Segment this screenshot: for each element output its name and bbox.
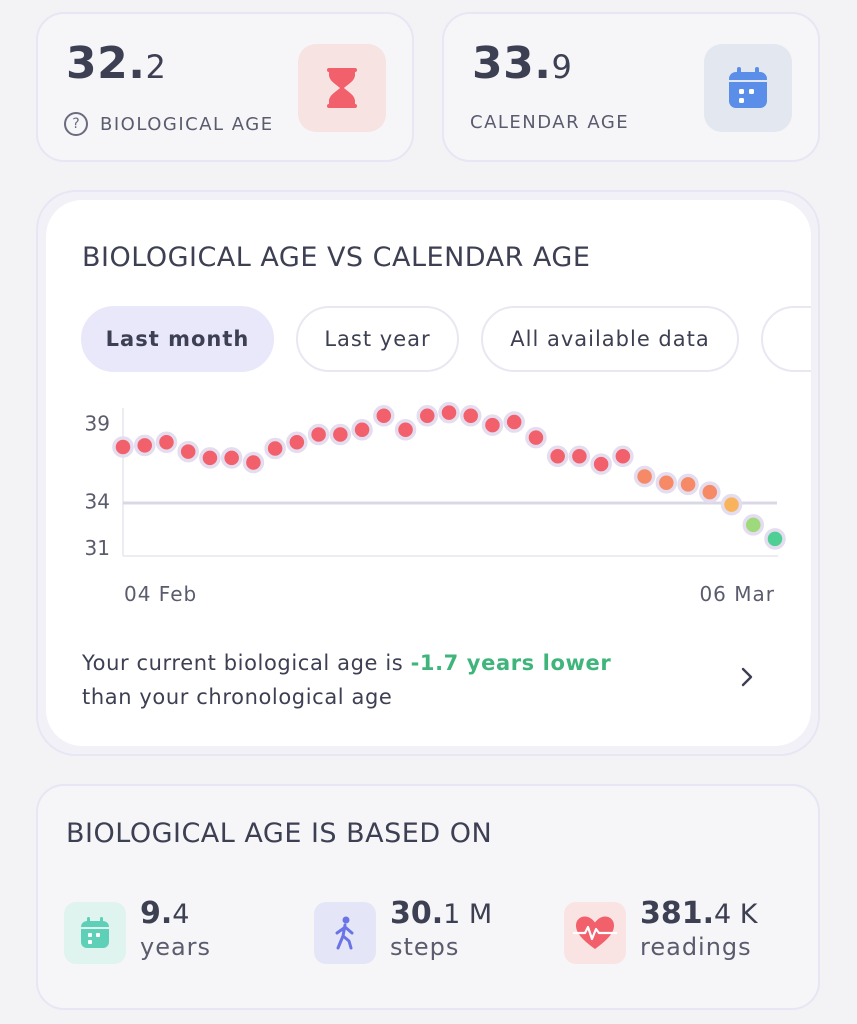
data-point-19 <box>525 426 547 449</box>
data-point-0 <box>112 436 134 458</box>
tab-last-month[interactable]: Last month <box>81 306 274 372</box>
data-point-22 <box>590 453 612 475</box>
data-point-7 <box>264 437 286 460</box>
biological-age-label: BIOLOGICAL AGE <box>100 113 274 135</box>
data-point-28 <box>720 493 743 516</box>
stat-steps: 30.1 M steps <box>314 896 492 964</box>
data-point-24 <box>633 465 656 488</box>
data-point-8 <box>286 431 308 454</box>
data-point-30 <box>764 528 786 550</box>
data-point-16 <box>459 405 482 427</box>
biological-age-value: 32.2 <box>66 38 167 89</box>
calendar-icon <box>64 902 126 964</box>
data-point-18 <box>503 411 525 433</box>
biological-age-label-row: ? BIOLOGICAL AGE <box>64 112 274 136</box>
walking-icon <box>314 902 376 964</box>
stat-years-value: 9.4 <box>140 896 190 931</box>
summary-highlight: -1.7 years lower <box>410 651 612 675</box>
stat-steps-label: steps <box>390 933 460 961</box>
data-point-10 <box>329 423 352 446</box>
stat-readings: 381.4 K readings <box>564 896 758 964</box>
hourglass-icon <box>298 44 386 132</box>
data-point-25 <box>655 472 678 494</box>
calendar-icon <box>704 44 792 132</box>
data-point-6 <box>242 451 265 474</box>
data-point-9 <box>307 423 330 446</box>
calendar-age-card[interactable]: 33.9 CALENDAR AGE <box>442 12 820 162</box>
data-point-13 <box>394 419 417 441</box>
tab-more[interactable] <box>761 306 811 372</box>
summary-text[interactable]: Your current biological age is -1.7 year… <box>82 651 612 709</box>
data-point-5 <box>220 447 243 469</box>
data-point-14 <box>416 405 439 427</box>
data-point-11 <box>351 419 373 441</box>
data-point-29 <box>742 514 765 536</box>
data-point-3 <box>177 440 199 463</box>
calendar-age-label: CALENDAR AGE <box>470 112 630 133</box>
y-tick-label-1: 34 <box>85 489 110 513</box>
data-point-20 <box>546 445 569 468</box>
data-point-15 <box>438 401 460 424</box>
chart-plot: 39 34 31 04 Feb 06 Mar <box>85 401 786 606</box>
x-tick-label-0: 04 Feb <box>124 582 197 606</box>
help-icon[interactable]: ? <box>64 112 88 136</box>
heart-rate-icon <box>564 902 626 964</box>
data-point-17 <box>481 414 504 436</box>
data-point-12 <box>373 405 395 427</box>
calendar-age-value: 33.9 <box>472 38 573 89</box>
data-point-1 <box>133 434 156 457</box>
based-on-title: BIOLOGICAL AGE IS BASED ON <box>66 818 493 849</box>
stat-readings-label: readings <box>640 933 752 961</box>
data-point-4 <box>199 447 221 469</box>
tab-all-available-data[interactable]: All available data <box>481 306 739 372</box>
data-point-26 <box>677 473 699 496</box>
data-point-2 <box>155 431 178 454</box>
y-tick-label-2: 31 <box>85 536 110 560</box>
stat-steps-value: 30.1 M <box>390 896 493 931</box>
data-point-21 <box>568 445 591 468</box>
chart-title: BIOLOGICAL AGE VS CALENDAR AGE <box>82 242 591 273</box>
stat-years-label: years <box>140 933 212 961</box>
tab-last-year[interactable]: Last year <box>296 306 459 372</box>
y-tick-label-0: 39 <box>85 412 110 436</box>
data-point-27 <box>699 481 721 503</box>
stat-readings-value: 381.4 K <box>640 896 758 931</box>
data-point-23 <box>612 445 634 468</box>
stat-years: 9.4 years <box>64 896 211 964</box>
based-on-card: BIOLOGICAL AGE IS BASED ON 9.4 years <box>36 784 820 1010</box>
bio-vs-calendar-chart-card: BIOLOGICAL AGE VS CALENDAR AGE Last mont… <box>46 200 811 746</box>
chevron-right-icon[interactable] <box>732 662 762 692</box>
x-tick-label-1: 06 Mar <box>699 582 775 606</box>
biological-age-card[interactable]: 32.2 ? BIOLOGICAL AGE <box>36 12 414 162</box>
